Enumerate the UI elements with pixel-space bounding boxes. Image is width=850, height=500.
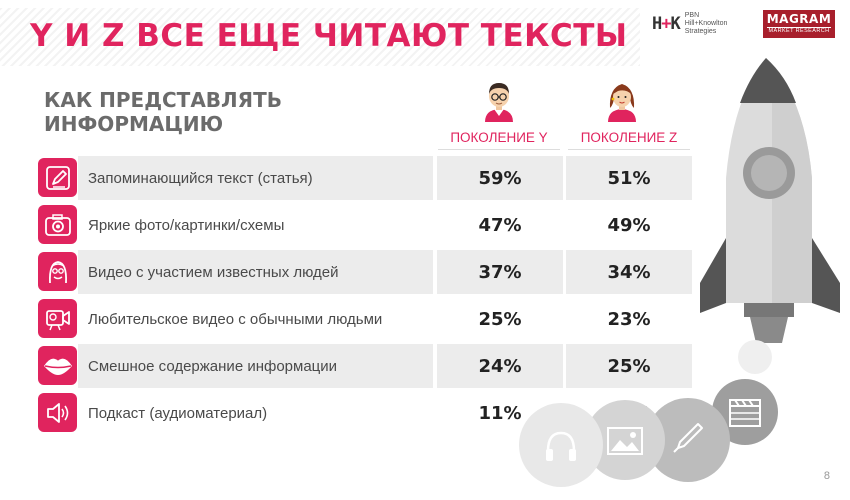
table-row: Яркие фото/картинки/схемы 47% 49% (36, 202, 696, 249)
row-label: Запоминающийся текст (статья) (88, 170, 313, 187)
title-band (0, 8, 640, 66)
woman-avatar-icon (608, 84, 636, 122)
table-row: Любительское видео с обычными людьми 25%… (36, 296, 696, 343)
value-gen-y: 59% (478, 168, 522, 189)
pbn-logo-mark: H+K (652, 14, 681, 34)
value-gen-y: 37% (478, 262, 522, 283)
man-avatar-icon (485, 83, 513, 122)
value-gen-z: 25% (607, 356, 651, 377)
magram-logo: MAGRAM MARKET RESEARCH (763, 10, 835, 38)
celebrity-icon (38, 252, 77, 291)
image-icon (607, 427, 643, 455)
section-title: КАК ПРЕДСТАВЛЯТЬ ИНФОРМАЦИЮ (44, 88, 282, 136)
pbn-logo: H+K PBN Hill+Knowlton Strategies (652, 12, 727, 36)
video-camera-icon (38, 299, 77, 338)
column-header-gen-y: ПОКОЛЕНИЕ Y (436, 126, 562, 150)
row-label: Видео с участием известных людей (88, 264, 339, 281)
column-header-gen-z: ПОКОЛЕНИЕ Z (566, 126, 692, 150)
pbn-logo-text: PBN Hill+Knowlton Strategies (684, 12, 728, 35)
value-gen-y: 47% (478, 215, 522, 236)
speaker-icon (38, 393, 77, 432)
stats-table: Запоминающийся текст (статья) 59% 51% Яр… (36, 155, 696, 437)
table-row: Смешное содержание информации 24% 25% (36, 343, 696, 390)
camera-icon (38, 205, 77, 244)
value-gen-y: 11% (478, 403, 522, 424)
table-row: Подкаст (аудиоматериал) 11% 16% (36, 390, 696, 437)
headphones-icon (546, 431, 576, 461)
rocket-illustration (700, 58, 840, 343)
slide-title: Y И Z ВСЕ ЕЩЕ ЧИТАЮТ ТЕКСТЫ (30, 18, 628, 54)
row-label: Подкаст (аудиоматериал) (88, 405, 268, 422)
pen-nib-icon (673, 423, 703, 453)
value-gen-z: 51% (607, 168, 651, 189)
magram-logo-sub: MARKET RESEARCH (767, 27, 831, 34)
table-row: Запоминающийся текст (статья) 59% 51% (36, 155, 696, 202)
row-label: Смешное содержание информации (88, 358, 338, 375)
pencil-icon (38, 158, 77, 197)
lips-icon (38, 346, 77, 385)
value-gen-z: 34% (607, 262, 651, 283)
page-number: 8 (823, 470, 830, 482)
row-label: Яркие фото/картинки/схемы (88, 217, 285, 234)
clapperboard-icon (729, 399, 761, 427)
table-row: Видео с участием известных людей 37% 34% (36, 249, 696, 296)
value-gen-z: 49% (607, 215, 651, 236)
value-gen-y: 25% (478, 309, 522, 330)
value-gen-y: 24% (478, 356, 522, 377)
value-gen-z: 23% (607, 309, 651, 330)
row-label: Любительское видео с обычными людьми (88, 311, 383, 328)
magram-logo-name: MAGRAM (766, 12, 832, 26)
